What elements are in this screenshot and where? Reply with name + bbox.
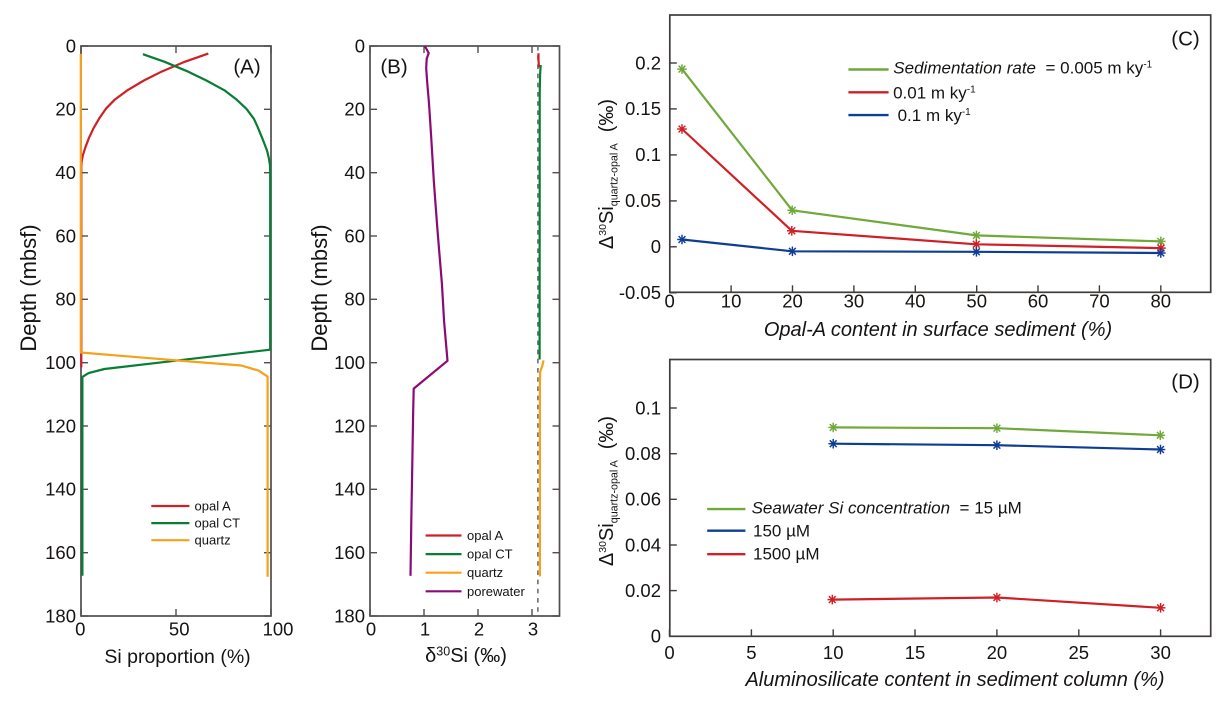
svg-text:Aluminosilicate content in sed: Aluminosilicate content in sediment colu… bbox=[744, 669, 1164, 691]
svg-text:0.08: 0.08 bbox=[625, 443, 661, 464]
svg-text:0.1: 0.1 bbox=[635, 144, 661, 165]
svg-text:opal A: opal A bbox=[467, 528, 503, 543]
svg-text:0: 0 bbox=[664, 642, 674, 663]
svg-text:0: 0 bbox=[75, 619, 85, 640]
svg-text:50: 50 bbox=[169, 619, 190, 640]
svg-text:0.05: 0.05 bbox=[625, 190, 661, 211]
svg-text:1500 µM: 1500 µM bbox=[753, 544, 820, 563]
svg-text:Seawater Si concentration= 15: Seawater Si concentration = 15 µM bbox=[752, 499, 1022, 518]
svg-text:(B): (B) bbox=[380, 56, 407, 79]
svg-text:120: 120 bbox=[334, 415, 365, 436]
svg-text:10: 10 bbox=[721, 291, 742, 312]
svg-text:0.06: 0.06 bbox=[625, 489, 661, 510]
svg-text:120: 120 bbox=[45, 415, 76, 436]
svg-text:30: 30 bbox=[1150, 642, 1171, 663]
svg-text:25: 25 bbox=[1069, 642, 1090, 663]
svg-text:150 µM: 150 µM bbox=[753, 521, 810, 540]
svg-text:40: 40 bbox=[55, 162, 76, 183]
svg-text:20: 20 bbox=[55, 99, 76, 120]
svg-text:Sedimentation rate= 0.005 m ky: Sedimentation rate = 0.005 m ky-1 bbox=[893, 59, 1152, 78]
svg-text:1: 1 bbox=[420, 619, 430, 640]
svg-text:3: 3 bbox=[528, 619, 538, 640]
svg-text:(C): (C) bbox=[1171, 28, 1199, 51]
svg-text:40: 40 bbox=[344, 162, 365, 183]
svg-text:20: 20 bbox=[987, 642, 1008, 663]
svg-text:60: 60 bbox=[1028, 291, 1049, 312]
svg-text:0: 0 bbox=[366, 619, 376, 640]
svg-text:0: 0 bbox=[651, 626, 661, 647]
svg-text:140: 140 bbox=[45, 479, 76, 500]
svg-text:15: 15 bbox=[905, 642, 926, 663]
svg-text:5: 5 bbox=[746, 642, 756, 663]
svg-text:Si proportion (%): Si proportion (%) bbox=[104, 646, 250, 668]
svg-text:-0.05: -0.05 bbox=[619, 282, 661, 303]
svg-text:0: 0 bbox=[355, 35, 365, 56]
svg-text:0.02: 0.02 bbox=[625, 580, 661, 601]
svg-text:Depth (mbsf): Depth (mbsf) bbox=[307, 224, 332, 351]
svg-text:0.01 m ky-1: 0.01 m ky-1 bbox=[893, 83, 976, 102]
svg-text:opal CT: opal CT bbox=[467, 547, 513, 562]
svg-text:2: 2 bbox=[474, 619, 484, 640]
svg-text:Opal-A content in surface sedi: Opal-A content in surface sediment (%) bbox=[764, 319, 1112, 341]
svg-text:20: 20 bbox=[782, 291, 803, 312]
svg-text:100: 100 bbox=[45, 352, 76, 373]
svg-text:0.15: 0.15 bbox=[625, 98, 661, 119]
svg-text:opal A: opal A bbox=[195, 499, 231, 514]
svg-text:60: 60 bbox=[55, 225, 76, 246]
svg-text:160: 160 bbox=[334, 542, 365, 563]
svg-text:Depth (mbsf): Depth (mbsf) bbox=[16, 224, 41, 351]
svg-text:60: 60 bbox=[344, 225, 365, 246]
svg-text:180: 180 bbox=[334, 605, 365, 626]
svg-text:0: 0 bbox=[665, 291, 675, 312]
svg-text:80: 80 bbox=[344, 289, 365, 310]
svg-text:quartz: quartz bbox=[467, 565, 503, 580]
svg-text:180: 180 bbox=[45, 605, 76, 626]
svg-text:80: 80 bbox=[1151, 291, 1172, 312]
svg-text:20: 20 bbox=[344, 99, 365, 120]
svg-text:50: 50 bbox=[966, 291, 987, 312]
svg-text:quartz: quartz bbox=[195, 533, 231, 548]
svg-text:100: 100 bbox=[263, 619, 294, 640]
svg-text:10: 10 bbox=[823, 642, 844, 663]
svg-text:0: 0 bbox=[651, 236, 661, 257]
svg-text:(D): (D) bbox=[1171, 371, 1199, 394]
svg-text:0.2: 0.2 bbox=[635, 52, 661, 73]
svg-text:140: 140 bbox=[334, 479, 365, 500]
svg-text:porewater: porewater bbox=[467, 584, 525, 599]
svg-text:100: 100 bbox=[334, 352, 365, 373]
svg-text:0: 0 bbox=[66, 35, 76, 56]
svg-text:70: 70 bbox=[1089, 291, 1110, 312]
svg-text:40: 40 bbox=[905, 291, 926, 312]
svg-text:80: 80 bbox=[55, 289, 76, 310]
svg-text:30: 30 bbox=[844, 291, 865, 312]
svg-text:0.04: 0.04 bbox=[625, 534, 661, 555]
svg-text:(A): (A) bbox=[233, 56, 260, 79]
svg-text:160: 160 bbox=[45, 542, 76, 563]
svg-text:opal CT: opal CT bbox=[195, 516, 241, 531]
svg-text:0.1: 0.1 bbox=[635, 397, 661, 418]
svg-text:0.1 m ky-1: 0.1 m ky-1 bbox=[898, 106, 972, 125]
